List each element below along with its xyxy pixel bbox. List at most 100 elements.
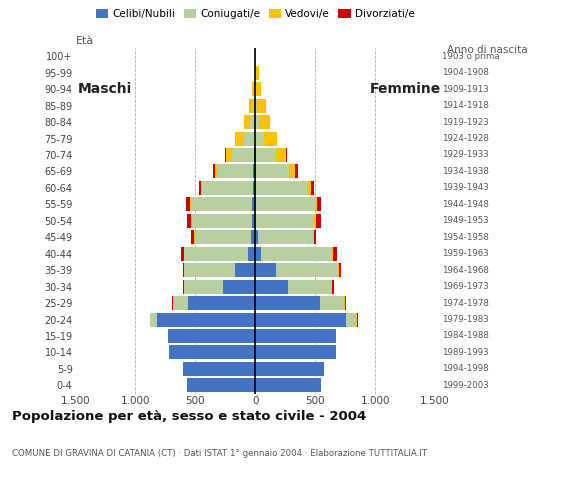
Text: Anno di nascita: Anno di nascita	[447, 45, 527, 55]
Bar	[311, 181, 314, 195]
Bar	[187, 378, 255, 392]
Bar	[255, 378, 321, 392]
Bar	[286, 148, 287, 162]
Bar	[255, 230, 258, 244]
Bar	[295, 165, 298, 179]
Bar	[187, 214, 191, 228]
Bar	[256, 98, 266, 113]
Bar	[332, 280, 334, 294]
Bar	[194, 230, 195, 244]
Text: 1904-1908: 1904-1908	[442, 68, 489, 77]
Text: 1934-1938: 1934-1938	[442, 167, 489, 176]
Text: 1969-1973: 1969-1973	[442, 282, 489, 291]
Bar	[183, 263, 184, 277]
Bar	[191, 230, 194, 244]
Text: 1989-1993: 1989-1993	[442, 348, 488, 357]
Bar	[254, 148, 255, 162]
Text: Femmine: Femmine	[369, 82, 441, 96]
Bar	[231, 148, 254, 162]
Bar	[255, 329, 335, 343]
Bar	[249, 98, 253, 113]
Bar	[235, 263, 255, 277]
Bar	[339, 263, 341, 277]
Text: 1949-1953: 1949-1953	[442, 216, 489, 225]
Text: 1939-1943: 1939-1943	[442, 183, 489, 192]
Bar	[314, 197, 317, 211]
Bar	[314, 214, 316, 228]
Bar	[188, 296, 255, 310]
Bar	[260, 247, 331, 261]
Bar	[186, 197, 190, 211]
Bar	[202, 181, 253, 195]
Bar	[256, 165, 289, 179]
Text: 1979-1983: 1979-1983	[442, 315, 489, 324]
Bar	[256, 181, 307, 195]
Bar	[255, 148, 256, 162]
Bar	[317, 197, 321, 211]
Bar	[331, 247, 332, 261]
Bar	[183, 280, 184, 294]
Bar	[307, 181, 311, 195]
Text: 1994-1998: 1994-1998	[442, 364, 488, 373]
Bar	[346, 312, 357, 326]
Text: 1999-2003: 1999-2003	[442, 381, 489, 390]
Bar	[157, 312, 255, 326]
Bar	[345, 296, 346, 310]
Bar	[255, 197, 256, 211]
Bar	[223, 280, 255, 294]
Bar	[255, 362, 324, 376]
Text: COMUNE DI GRAVINA DI CATANIA (CT) · Dati ISTAT 1° gennaio 2004 · Elaborazione TU: COMUNE DI GRAVINA DI CATANIA (CT) · Dati…	[12, 449, 427, 458]
Bar	[218, 165, 253, 179]
Bar	[250, 115, 255, 129]
Bar	[255, 247, 260, 261]
Bar	[256, 148, 276, 162]
Bar	[191, 214, 252, 228]
Bar	[338, 263, 339, 277]
Bar	[255, 115, 259, 129]
Bar	[252, 82, 255, 96]
Text: 1974-1978: 1974-1978	[442, 299, 489, 308]
Bar	[184, 280, 223, 294]
Text: 1909-1913: 1909-1913	[442, 84, 489, 94]
Bar	[357, 312, 358, 326]
Bar	[150, 312, 157, 326]
Bar	[276, 148, 286, 162]
Bar	[289, 165, 295, 179]
Bar	[288, 280, 331, 294]
Text: 1919-1923: 1919-1923	[442, 118, 489, 127]
Bar	[169, 346, 255, 360]
Bar	[252, 197, 255, 211]
Bar	[255, 49, 256, 63]
Bar	[255, 98, 256, 113]
Bar	[255, 263, 276, 277]
Bar	[313, 230, 314, 244]
Bar	[255, 346, 335, 360]
Bar	[276, 263, 338, 277]
Bar	[184, 263, 235, 277]
Bar	[190, 197, 191, 211]
Text: Età: Età	[75, 36, 93, 46]
Text: 1959-1963: 1959-1963	[442, 249, 489, 258]
Bar	[253, 165, 255, 179]
Bar	[182, 247, 184, 261]
Bar	[172, 296, 173, 310]
Bar	[255, 181, 256, 195]
Bar	[251, 230, 255, 244]
Text: 1944-1948: 1944-1948	[442, 200, 489, 209]
Bar	[198, 181, 201, 195]
Bar	[184, 247, 248, 261]
Bar	[168, 329, 255, 343]
Bar	[255, 214, 256, 228]
Bar	[256, 197, 314, 211]
Bar	[264, 132, 277, 145]
Bar	[183, 362, 255, 376]
Bar	[252, 214, 255, 228]
Bar	[316, 214, 321, 228]
Bar	[314, 230, 316, 244]
Bar	[255, 66, 259, 80]
Bar	[235, 132, 244, 145]
Bar	[259, 115, 270, 129]
Bar	[332, 247, 337, 261]
Bar	[256, 214, 314, 228]
Text: Maschi: Maschi	[78, 82, 132, 96]
